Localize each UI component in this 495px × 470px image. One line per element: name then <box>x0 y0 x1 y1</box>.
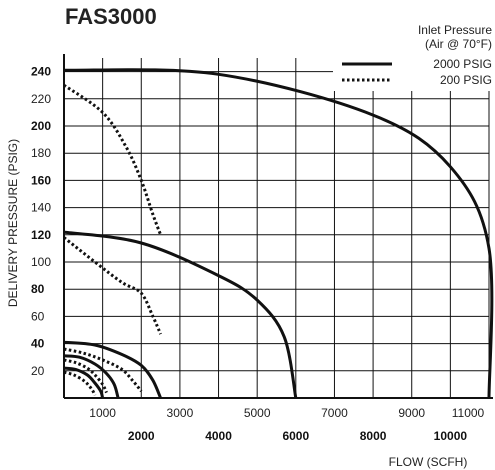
x-tick-label: 2000 <box>128 429 155 443</box>
legend-label-solid: 2000 PSIG <box>433 57 492 71</box>
x-tick-label: 8000 <box>360 429 387 443</box>
y-tick-labels: 20 60 100 140 180 220 40 80 120 160 200 240 <box>31 65 51 378</box>
legend: Inlet Pressure (Air @ 70°F) 2000 PSIG 20… <box>333 23 493 91</box>
x-tick-label: 6000 <box>282 429 309 443</box>
y-tick-label: 220 <box>31 92 51 106</box>
y-tick-label: 140 <box>31 201 51 215</box>
y-tick-label: 20 <box>31 364 45 378</box>
y-tick-label: 60 <box>31 309 45 323</box>
legend-title-line1: Inlet Pressure <box>418 23 492 37</box>
grid <box>64 54 493 398</box>
y-tick-label: 40 <box>31 337 45 351</box>
x-tick-label: 10000 <box>434 429 468 443</box>
x-tick-label: 7000 <box>321 406 348 420</box>
x-tick-label: 1000 <box>89 406 116 420</box>
y-tick-label: 120 <box>31 228 51 242</box>
y-tick-label: 160 <box>31 173 51 187</box>
x-tick-label: 3000 <box>167 406 194 420</box>
x-axis-label: FLOW (SCFH) <box>389 455 468 469</box>
series-group <box>64 70 492 398</box>
y-tick-label: 180 <box>31 146 51 160</box>
series-line-2000-psig-0 <box>64 70 492 398</box>
y-tick-label: 100 <box>31 255 51 269</box>
legend-label-dotted: 200 PSIG <box>440 73 492 87</box>
x-tick-label: 9000 <box>398 406 425 420</box>
x-tick-label: 5000 <box>244 406 271 420</box>
x-tick-label: 11000 <box>452 406 485 420</box>
series-line-200-psig-1 <box>64 85 161 235</box>
series-line-200-psig-3 <box>64 238 161 335</box>
y-tick-label: 80 <box>31 282 45 296</box>
y-tick-label: 240 <box>31 65 51 79</box>
y-axis-label: DELIVERY PRESSURE (PSIG) <box>6 139 20 307</box>
chart-title: FAS3000 <box>65 4 157 29</box>
legend-title-line2: (Air @ 70°F) <box>425 37 492 51</box>
x-tick-labels: 1000 3000 5000 7000 9000 11000 2000 4000 6000 800… <box>89 406 484 443</box>
y-tick-label: 200 <box>31 119 51 133</box>
x-tick-label: 4000 <box>205 429 232 443</box>
